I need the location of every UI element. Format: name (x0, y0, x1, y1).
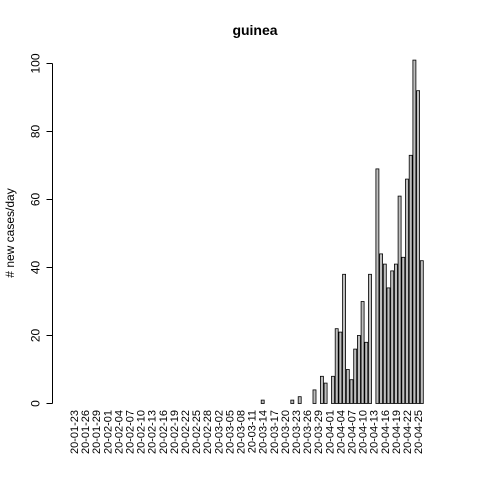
y-tick-label: 40 (29, 261, 43, 275)
y-tick-label: 20 (29, 329, 43, 343)
x-tick-label: 20-03-20 (280, 410, 292, 454)
x-tick-label: 20-03-14 (258, 410, 270, 454)
bar (323, 382, 328, 404)
bar (356, 335, 361, 404)
bar (349, 379, 354, 404)
y-axis-label: # new cases/day (3, 188, 17, 277)
x-tick-label: 20-02-07 (125, 410, 137, 454)
bars (260, 59, 424, 404)
bar (334, 328, 339, 404)
x-tick-label: 20-02-28 (202, 410, 214, 454)
x-tick-label: 20-04-10 (358, 410, 370, 454)
x-tick-label: 20-03-17 (269, 410, 281, 454)
x-tick-label: 20-03-11 (247, 410, 259, 453)
bar (290, 399, 295, 404)
x-tick-label: 20-02-19 (169, 410, 181, 454)
bar (331, 375, 335, 404)
chart-title: guinea (232, 22, 277, 38)
bar (390, 270, 395, 404)
bar (353, 348, 358, 404)
x-tick-label: 20-04-13 (369, 410, 381, 454)
x-tick-label: 20-02-04 (113, 410, 125, 454)
x-tick-label: 20-02-10 (136, 410, 148, 454)
x-tick-label: 20-01-23 (69, 410, 81, 454)
x-tick-label: 20-03-26 (302, 410, 314, 454)
bar (393, 263, 398, 404)
y-tick-label: 100 (29, 53, 43, 73)
bar (375, 168, 380, 404)
bar (345, 369, 350, 404)
x-tick-label: 20-02-16 (158, 410, 170, 454)
x-tick-label: 20-03-02 (213, 410, 225, 454)
y-tick-label: 80 (29, 125, 43, 139)
y-tick-label: 60 (29, 193, 43, 207)
x-tick-label: 20-04-01 (324, 410, 336, 454)
bar (360, 301, 365, 404)
bar (397, 195, 402, 404)
x-tick-label: 20-03-23 (291, 410, 303, 454)
x-tick-label: 20-03-29 (313, 410, 325, 454)
x-tick-label: 20-02-01 (102, 410, 114, 454)
x-tick-label: 20-02-25 (191, 410, 203, 454)
bar (416, 90, 421, 404)
x-tick-label: 20-04-07 (347, 410, 359, 454)
x-tick-label: 20-03-05 (224, 410, 236, 454)
bar (408, 154, 413, 404)
x-axis: 20-01-23 20-01-26 20-01-29 20-02-01 20-02-04… (69, 410, 425, 454)
bar (364, 341, 369, 404)
x-tick-label: 20-04-04 (335, 410, 347, 454)
bar (319, 375, 324, 404)
bar (405, 178, 409, 404)
bar (342, 273, 347, 404)
x-tick-label: 20-04-19 (391, 410, 403, 454)
x-tick-label: 20-04-25 (413, 410, 425, 454)
bar (260, 399, 265, 404)
bar (338, 331, 343, 404)
bar (297, 396, 302, 404)
x-tick-label: 20-04-22 (402, 410, 414, 454)
x-tick-label: 20-04-16 (380, 410, 392, 454)
x-tick-label: 20-02-22 (180, 410, 192, 454)
bar (401, 256, 406, 404)
bar (382, 263, 387, 404)
x-tick-label: 20-01-26 (80, 410, 92, 454)
x-tick-label: 20-02-13 (147, 410, 159, 454)
x-tick-label: 20-03-08 (236, 410, 248, 454)
bar (368, 273, 372, 404)
bar (312, 389, 317, 404)
bar (419, 260, 424, 404)
bar (412, 59, 417, 404)
x-tick-label: 20-01-29 (91, 410, 103, 454)
bar (386, 287, 391, 404)
y-axis: 0 20 40 60 80 100 (29, 53, 53, 407)
bar (379, 253, 384, 404)
y-tick-label: 0 (29, 400, 43, 407)
